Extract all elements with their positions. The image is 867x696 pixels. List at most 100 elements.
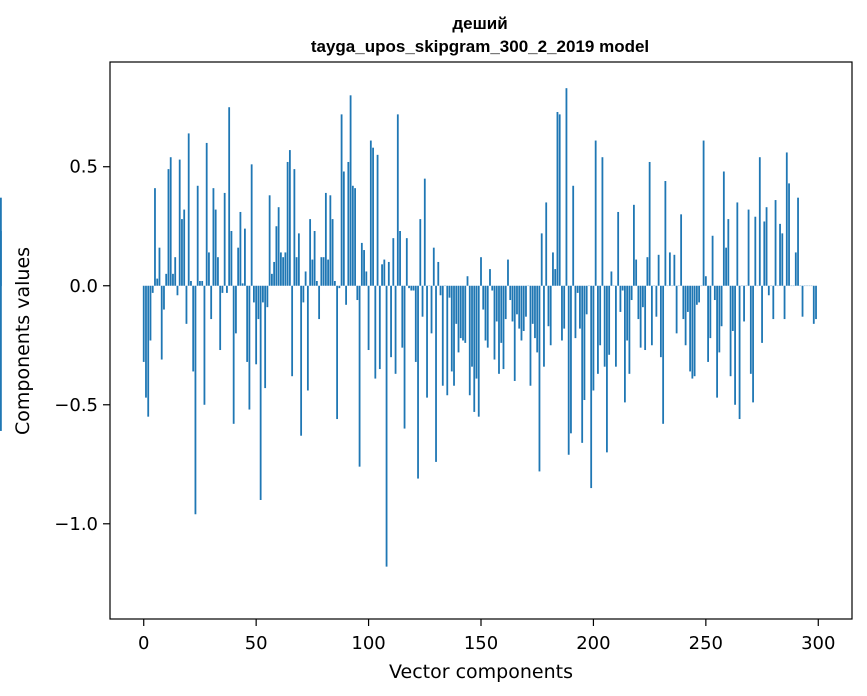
bar-132	[439, 285, 442, 296]
y-axis-ticks: −1.0 −0.5 0.0 0.5	[54, 157, 110, 535]
bar-287	[788, 183, 790, 286]
bar-73	[306, 285, 309, 391]
bar-207	[608, 285, 611, 355]
bar-104	[376, 154, 379, 286]
bar-264	[736, 202, 739, 286]
bar-25	[199, 280, 201, 286]
bar-259	[725, 247, 727, 286]
bar-217	[630, 285, 633, 301]
bar-100	[367, 285, 370, 351]
bar-255	[716, 285, 718, 398]
bar-234	[668, 252, 671, 286]
bar-57	[270, 273, 273, 286]
bar-79	[320, 257, 323, 286]
bar-249	[702, 140, 705, 286]
bar-214	[624, 285, 626, 403]
bar-166	[516, 285, 518, 315]
bar-165	[513, 285, 516, 381]
bar-193	[576, 285, 579, 293]
bar-168	[520, 285, 523, 341]
bar-142	[462, 285, 464, 341]
bar-35	[221, 285, 224, 293]
bar-199	[590, 285, 593, 489]
bar-106	[381, 264, 383, 286]
bar-151	[482, 285, 485, 310]
x-tick-label: 100	[351, 633, 385, 654]
bar-133	[441, 285, 444, 386]
bar-86	[336, 285, 338, 420]
y-axis-label: Components values	[12, 247, 34, 435]
bar-81	[324, 192, 327, 286]
bar-5	[154, 188, 156, 286]
bar-197	[585, 285, 588, 315]
bar-1	[145, 285, 147, 398]
bar-257	[720, 285, 723, 327]
bar-90	[345, 285, 347, 305]
bar-242	[686, 285, 689, 312]
bar-247	[698, 285, 700, 303]
bar-69	[297, 233, 300, 286]
bar-131	[437, 261, 440, 286]
bar-231	[662, 285, 665, 424]
bar-244	[691, 285, 694, 379]
bar-286	[785, 152, 788, 286]
y-tick-label: −0.5	[54, 395, 98, 416]
bar-212	[619, 285, 622, 312]
bar-13	[172, 273, 174, 286]
bar-275	[761, 285, 763, 343]
bar-258	[722, 171, 725, 286]
bar-220	[637, 285, 640, 320]
bar-101	[369, 140, 372, 286]
bar-179	[545, 202, 548, 286]
bar-18	[183, 209, 186, 286]
chart-subtitle: tayga_upos_skipgram_300_2_2019 model	[311, 37, 649, 56]
bar-253	[711, 235, 714, 286]
bar-162	[507, 259, 509, 286]
bar-260	[727, 219, 730, 286]
bar-112	[394, 285, 397, 374]
bar-103	[374, 285, 377, 379]
bar-7	[158, 247, 161, 286]
bar-124	[421, 285, 424, 317]
bar-44	[241, 283, 244, 286]
bar-167	[518, 285, 521, 329]
x-tick-label: 0	[138, 633, 149, 654]
bar-34	[219, 285, 222, 351]
bar-113	[396, 114, 399, 286]
bar-285	[783, 285, 786, 320]
bar-87	[338, 285, 341, 289]
bar-225	[648, 161, 651, 286]
bar-228	[655, 285, 658, 317]
x-axis-ticks: 0 50 100 150 200 250 300	[138, 619, 835, 654]
bar-undefined	[0, 285, 2, 431]
bar-138	[453, 285, 455, 386]
bar-277	[765, 207, 768, 286]
bar-200	[592, 285, 595, 391]
bar-161	[504, 285, 507, 320]
bar-170	[525, 285, 527, 317]
bar-196	[583, 285, 586, 401]
bar-129	[432, 247, 435, 286]
bar-278	[767, 285, 770, 296]
bar-14	[174, 257, 177, 286]
bar-267	[743, 285, 745, 322]
bar-22	[192, 285, 195, 372]
bar-158	[498, 285, 500, 374]
bar-114	[399, 231, 401, 286]
bar-223	[644, 285, 647, 351]
bar-94	[354, 188, 356, 286]
bar-246	[695, 285, 698, 305]
bar-52	[259, 285, 262, 500]
bar-93	[351, 185, 354, 286]
bar-201	[594, 140, 597, 286]
bar-43	[239, 211, 242, 286]
bar-156	[493, 285, 496, 360]
bar-270	[749, 285, 752, 374]
bar-145	[468, 285, 471, 396]
bar-150	[480, 257, 482, 286]
bar-211	[617, 211, 620, 286]
bar-47	[248, 285, 251, 410]
bar-236	[673, 254, 676, 286]
bar-29	[208, 252, 210, 286]
bar-232	[664, 181, 667, 286]
